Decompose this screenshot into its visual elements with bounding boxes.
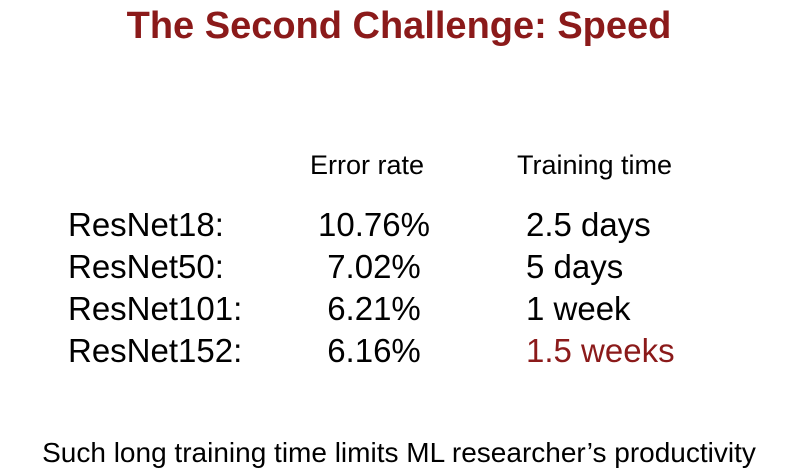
model-name: ResNet152:	[68, 332, 243, 369]
model-name: ResNet50:	[68, 248, 224, 285]
training-time-value: 1 week	[526, 290, 631, 327]
training-time-value: 5 days	[526, 248, 624, 285]
slide-footer-text: Such long training time limits ML resear…	[42, 437, 756, 468]
table-row: ResNet50: 7.02% 5 days	[0, 246, 798, 288]
error-rate-value: 7.02%	[327, 248, 421, 285]
training-time-value: 2.5 days	[526, 206, 651, 243]
column-header-training-time: Training time	[517, 150, 673, 180]
slide-title: The Second Challenge: Speed	[126, 5, 672, 47]
error-rate-value: 6.21%	[327, 290, 421, 327]
table-row: ResNet18: 10.76% 2.5 days	[0, 204, 798, 246]
model-name: ResNet18:	[68, 206, 224, 243]
error-rate-value: 6.16%	[327, 332, 421, 369]
model-name: ResNet101:	[68, 290, 243, 327]
column-header-error-rate: Error rate	[310, 150, 425, 180]
training-time-value: 1.5 weeks	[526, 332, 675, 369]
table-row: ResNet101: 6.21% 1 week	[0, 288, 798, 330]
table-row: ResNet152: 6.16% 1.5 weeks	[0, 330, 798, 372]
error-rate-value: 10.76%	[318, 206, 430, 243]
